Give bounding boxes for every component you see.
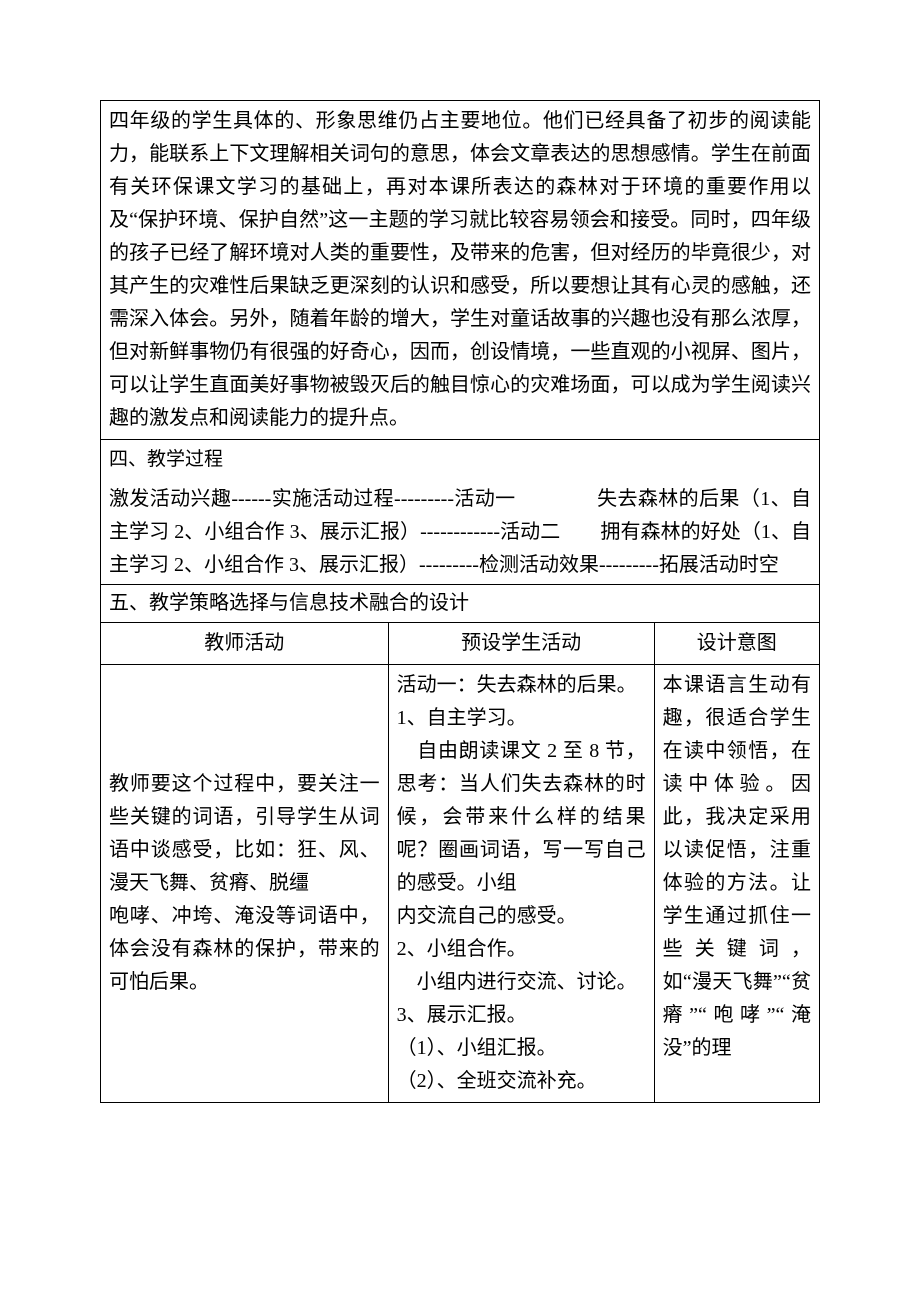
col-header-student: 预设学生活动 (388, 623, 654, 665)
section-4-cell: 四、教学过程 激发活动兴趣------实施活动过程---------活动一 失去… (101, 440, 820, 585)
section-5-heading: 五、教学策略选择与信息技术融合的设计 (101, 585, 820, 623)
teacher-activity-cell: 教师要这个过程中，要关注一些关键的词语，引导学生从词语中谈感受，比如：狂、风、漫… (101, 665, 389, 1103)
col-header-design: 设计意图 (654, 623, 819, 665)
col-header-teacher: 教师活动 (101, 623, 389, 665)
student-analysis-text: 四年级的学生具体的、形象思维仍占主要地位。他们已经具备了初步的阅读能力，能联系上… (101, 101, 820, 440)
lesson-plan-table: 四年级的学生具体的、形象思维仍占主要地位。他们已经具备了初步的阅读能力，能联系上… (100, 100, 820, 1103)
teaching-process-text: 激发活动兴趣------实施活动过程---------活动一 失去森林的后果（1… (109, 483, 811, 582)
section-4-heading: 四、教学过程 (109, 444, 811, 475)
student-activity-cell: 活动一：失去森林的后果。1、自主学习。 自由朗读课文 2 至 8 节，思考：当人… (388, 665, 654, 1103)
design-intent-cell: 本课语言生动有趣，很适合学生在读中领悟，在读中体验。因此，我决定采用以读促悟，注… (654, 665, 819, 1103)
